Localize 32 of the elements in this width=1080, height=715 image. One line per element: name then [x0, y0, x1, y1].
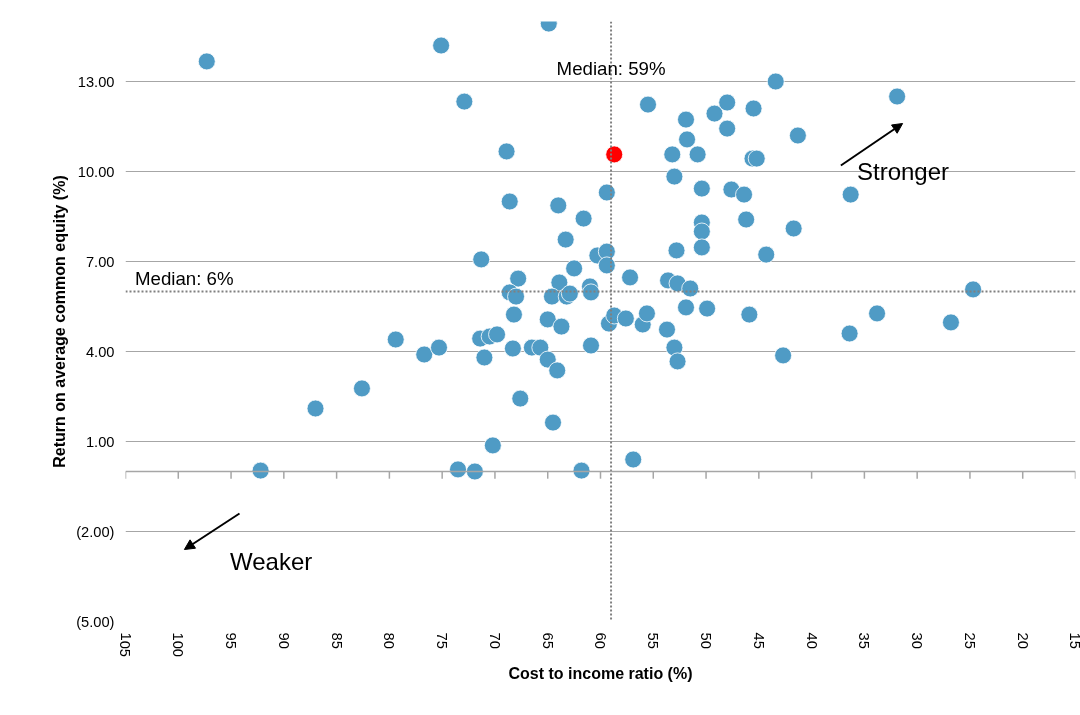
y-tick-label: 7.00 [85, 253, 115, 270]
x-tick-label: 90 [275, 632, 292, 649]
x-tick-label: 75 [434, 632, 451, 649]
x-tick-label: 30 [909, 632, 926, 649]
x-tick-label: 45 [750, 632, 767, 649]
annotation: Weaker [230, 548, 313, 575]
x-tick-label: 50 [698, 632, 715, 649]
x-tick-label: 25 [961, 632, 978, 649]
x-tick-label: 85 [328, 632, 345, 649]
x-axis-title: Cost to income ratio (%) [508, 664, 693, 682]
x-tick-label: 105 [117, 632, 134, 657]
y-tick-label: (2.00) [76, 523, 115, 540]
x-tick-label: 55 [645, 632, 662, 649]
x-tick-label: 35 [856, 632, 873, 649]
y-tick-label: 1.00 [85, 433, 115, 450]
y-tick-label: 10.00 [77, 163, 115, 180]
y-axis-title: Return on average common equity (%) [51, 175, 69, 468]
x-tick-label: 100 [170, 632, 187, 657]
x-tick-label: 60 [592, 632, 609, 649]
ref-line-label: Median: 59% [556, 57, 666, 79]
ref-line-label: Median: 6% [135, 267, 234, 289]
x-tick-label: 70 [486, 632, 503, 649]
y-tick-label: (5.00) [76, 613, 115, 630]
x-tick-label: 40 [803, 632, 820, 649]
x-tick-label: 65 [539, 632, 556, 649]
annotation: Stronger [857, 158, 950, 185]
x-tick-label: 80 [381, 632, 398, 649]
x-tick-label: 15 [1067, 632, 1080, 649]
y-tick-label: 13.00 [77, 73, 115, 90]
x-tick-label: 20 [1014, 632, 1031, 649]
x-tick-label: 95 [223, 632, 240, 649]
y-tick-label: 4.00 [85, 343, 115, 360]
